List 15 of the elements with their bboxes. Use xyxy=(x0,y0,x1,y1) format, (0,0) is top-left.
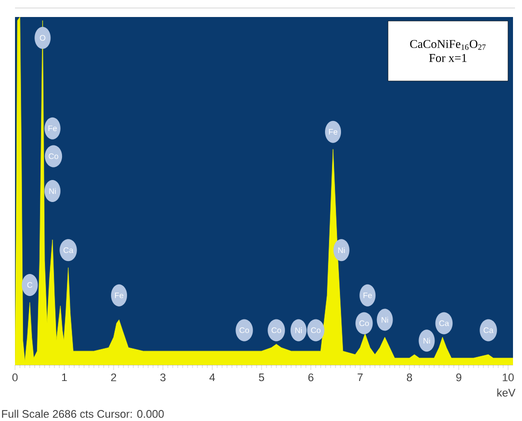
annotation: For x=1 xyxy=(429,54,466,62)
x-tick-label: 6 xyxy=(308,374,314,382)
x-tick-label: 9 xyxy=(456,374,462,382)
x-tick-label: 7 xyxy=(358,374,363,382)
annotation: CaCoNiFe$_{16}$O$_{27}$ xyxy=(410,40,486,50)
x-tick-label: 10 xyxy=(502,374,514,382)
x-tick-label: 4 xyxy=(209,374,215,382)
x-tick-label: 2 xyxy=(111,374,116,382)
x-tick-label: 5 xyxy=(258,374,264,382)
x-tick-label: 3 xyxy=(160,374,166,382)
x-tick-label: 8 xyxy=(406,374,412,382)
x-tick-label: 0 xyxy=(12,374,18,382)
text: Full Scale 2686 cts Cursor: 0.000 xyxy=(2,410,164,418)
x-axis-title: keV xyxy=(497,388,516,397)
x-tick-label: 1 xyxy=(62,374,67,382)
